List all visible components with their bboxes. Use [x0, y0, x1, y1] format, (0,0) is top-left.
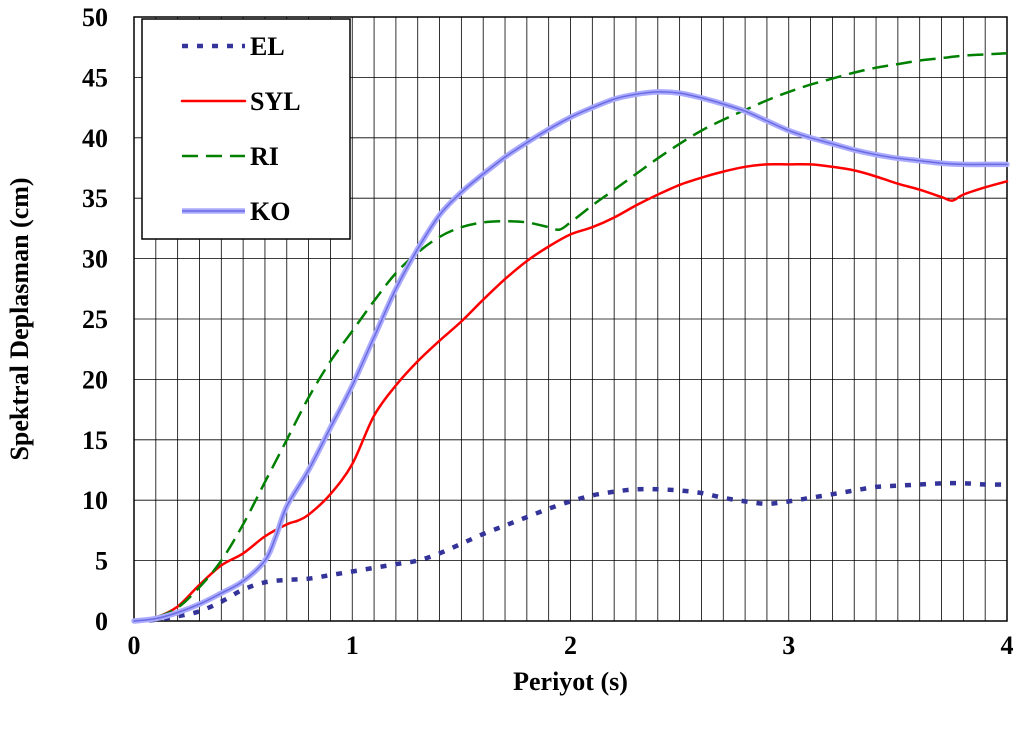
- y-tick-label: 10: [82, 486, 108, 515]
- y-tick-label: 20: [82, 365, 108, 394]
- legend-label-el: EL: [250, 32, 285, 61]
- x-tick-label: 3: [782, 631, 795, 660]
- y-tick-label: 30: [82, 245, 108, 274]
- x-tick-label: 1: [346, 631, 359, 660]
- series-line-ko: [133, 91, 1008, 622]
- y-tick-label: 40: [82, 124, 108, 153]
- y-tick-label: 50: [82, 3, 108, 32]
- y-tick-label: 5: [95, 547, 108, 576]
- legend-box: [141, 18, 351, 240]
- legend-label-ko: KO: [250, 197, 290, 226]
- legend-label-syl: SYL: [250, 87, 301, 116]
- y-tick-label: 15: [82, 426, 108, 455]
- legend-label-ri: RI: [250, 142, 279, 171]
- series-line-el: [133, 480, 1008, 624]
- y-axis-title: Spektral Deplasman (cm): [5, 177, 34, 460]
- x-tick-label: 4: [1001, 631, 1014, 660]
- plot-area-frame: [133, 16, 1008, 622]
- y-tick-label: 25: [82, 305, 108, 334]
- y-tick-label: 45: [82, 63, 108, 92]
- legend: EL SYL RI KO: [141, 18, 351, 240]
- x-axis-title: Periyot (s): [513, 667, 628, 696]
- y-tick-label: 35: [82, 184, 108, 213]
- series-layer: [131, 51, 1010, 624]
- y-tick-label: 0: [95, 607, 108, 636]
- x-tick-label: 2: [564, 631, 577, 660]
- series-line-ri: [133, 51, 1008, 623]
- x-tick-label: 0: [128, 631, 141, 660]
- series-line-syl: [132, 162, 1009, 623]
